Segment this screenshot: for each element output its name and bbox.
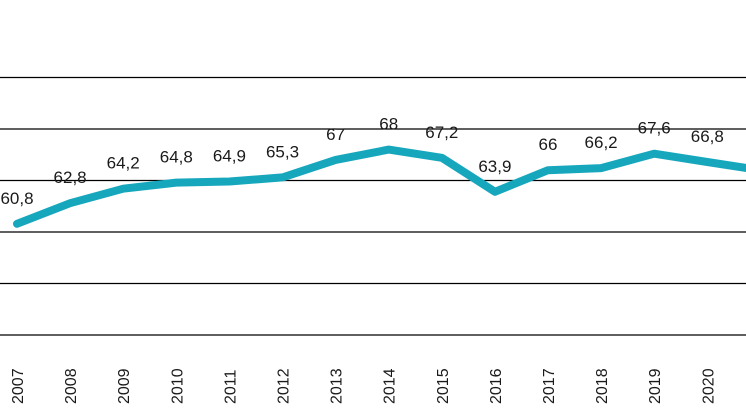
x-tick-label: 2011 xyxy=(222,369,239,404)
x-tick-label: 2009 xyxy=(116,368,133,404)
data-label: 64,2 xyxy=(107,154,140,173)
data-label: 65,3 xyxy=(266,142,299,161)
series-line xyxy=(13,145,746,228)
x-tick-label: 2007 xyxy=(10,368,27,404)
x-tick-label: 2015 xyxy=(435,368,452,404)
x-tick-label: 2017 xyxy=(541,368,558,404)
data-label: 62,8 xyxy=(54,168,87,187)
x-tick-label: 2019 xyxy=(647,368,664,404)
data-label: 67,2 xyxy=(425,123,458,142)
x-tick-label: 2010 xyxy=(169,368,186,404)
data-labels: 60,8 62,8 64,2 64,8 64,9 65,3 67 68 67,2 63,9 66 66… xyxy=(0,115,723,208)
data-label: 60,8 xyxy=(0,189,33,208)
x-tick-label: 2013 xyxy=(329,368,346,404)
data-label: 63,9 xyxy=(478,157,511,176)
data-label: 68 xyxy=(379,115,398,134)
x-tick-label: 2020 xyxy=(700,368,717,404)
data-label: 67,6 xyxy=(638,119,671,138)
data-label: 66,8 xyxy=(691,127,724,146)
data-label: 67 xyxy=(326,125,345,144)
y-gridlines xyxy=(0,76,746,336)
x-tick-labels: 2007 2008 2009 2010 2011 2012 2013 2014 2015 2016… xyxy=(10,368,717,404)
x-tick-label: 2012 xyxy=(276,368,293,404)
data-label: 66,2 xyxy=(585,133,618,152)
x-tick-label: 2018 xyxy=(594,368,611,404)
data-label: 64,9 xyxy=(213,147,246,166)
x-tick-label: 2008 xyxy=(63,368,80,404)
x-tick-label: 2014 xyxy=(382,368,399,404)
x-tick-label: 2016 xyxy=(488,368,505,404)
data-label: 64,8 xyxy=(160,148,193,167)
data-label: 66 xyxy=(539,135,558,154)
